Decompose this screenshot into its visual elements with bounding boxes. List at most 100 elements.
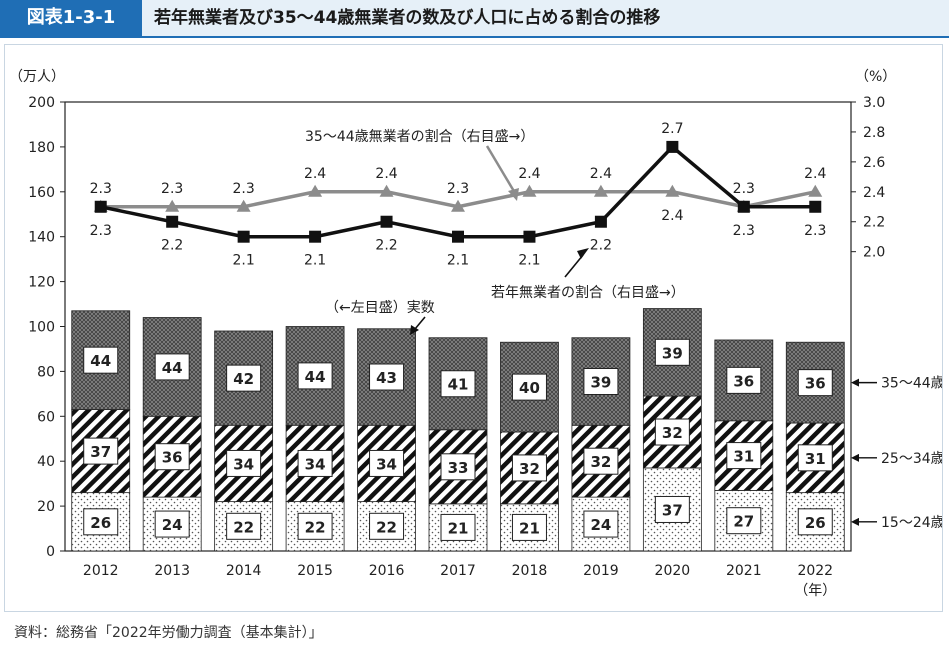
bar-value-label: 21 bbox=[448, 519, 469, 537]
bar-value-box bbox=[654, 338, 690, 366]
figure-header: 図表1-3-1 若年無業者及び35～44歳無業者の数及び人口に占める割合の推移 bbox=[0, 0, 949, 38]
left-axis-label: 120 bbox=[28, 275, 55, 291]
line-35-44-value-label: 2.4 bbox=[375, 166, 397, 182]
bar-value-box bbox=[797, 444, 833, 472]
line-youth-value-label: 2.1 bbox=[304, 253, 326, 269]
line-point-square bbox=[594, 215, 607, 228]
line-35-44-value-label: 2.4 bbox=[590, 166, 612, 182]
left-axis-label: 80 bbox=[37, 364, 55, 380]
bar-value-label: 31 bbox=[805, 450, 826, 468]
callout-leader-head bbox=[577, 248, 589, 259]
x-axis-unit: （年） bbox=[794, 583, 836, 599]
x-axis-label: 2015 bbox=[297, 563, 333, 579]
line-youth-value-label: 2.2 bbox=[161, 238, 183, 254]
line-point-triangle bbox=[165, 199, 180, 212]
left-axis-label: 160 bbox=[28, 185, 55, 201]
bar-value-box bbox=[511, 513, 547, 541]
bar-value-box bbox=[654, 418, 690, 446]
right-axis-label: 2.8 bbox=[863, 125, 885, 141]
left-axis-label: 100 bbox=[28, 320, 55, 336]
x-axis-label: 2016 bbox=[369, 563, 405, 579]
bar-value-box bbox=[226, 364, 262, 392]
bar-value-box bbox=[797, 508, 833, 536]
bar-value-label: 43 bbox=[376, 369, 397, 387]
right-axis-label: 3.0 bbox=[863, 95, 885, 111]
bar-value-box bbox=[726, 442, 762, 470]
x-axis-label: 2020 bbox=[655, 563, 691, 579]
bar-value-box bbox=[654, 495, 690, 523]
line-35-44-callout: 35～44歳無業者の割合（右目盛→） bbox=[305, 128, 534, 145]
line-35-44-value-label: 2.4 bbox=[304, 166, 326, 182]
line-youth-value-label: 2.7 bbox=[661, 121, 683, 137]
bar-value-label: 34 bbox=[233, 455, 254, 473]
line-youth-value-label: 2.1 bbox=[233, 253, 255, 269]
x-axis-label: 2019 bbox=[583, 563, 619, 579]
bar-value-label: 34 bbox=[376, 455, 397, 473]
bar-value-label: 40 bbox=[519, 379, 540, 397]
bar-value-box bbox=[226, 449, 262, 477]
callout-leader-35-44 bbox=[485, 145, 517, 194]
bar-value-box bbox=[369, 512, 405, 540]
line-point-square bbox=[166, 215, 179, 228]
bar-value-label: 36 bbox=[805, 375, 826, 393]
left-axis-label: 0 bbox=[46, 544, 55, 560]
bar-value-label: 44 bbox=[90, 352, 111, 370]
chart-svg: 0 20 40 60 80 100 120 140 160 180 200 （万人） 2.0 2.2 2.4… bbox=[9, 69, 942, 599]
bar-value-label: 37 bbox=[90, 443, 111, 461]
bar-value-label: 32 bbox=[519, 460, 540, 478]
bar-value-label: 44 bbox=[162, 359, 183, 377]
line-point-triangle bbox=[451, 199, 465, 212]
bar-annotation: （←左目盛）実数 bbox=[325, 300, 435, 316]
bar-value-box bbox=[154, 510, 190, 538]
bar-value-label: 32 bbox=[662, 424, 683, 442]
left-axis-label: 140 bbox=[28, 230, 55, 246]
bar-value-label: 24 bbox=[162, 516, 183, 534]
x-axis-label: 2012 bbox=[83, 563, 119, 579]
figure-title: 若年無業者及び35～44歳無業者の数及び人口に占める割合の推移 bbox=[154, 8, 661, 28]
right-axis-label: 2.2 bbox=[863, 215, 885, 231]
line-point-triangle bbox=[522, 184, 537, 197]
line-youth-callout: 若年無業者の割合（右目盛→） bbox=[491, 284, 685, 301]
bar-value-label: 22 bbox=[233, 518, 254, 536]
line-35-44-value-label: 2.4 bbox=[804, 166, 826, 182]
line-point-triangle bbox=[593, 184, 608, 197]
bar-value-box bbox=[154, 353, 190, 381]
line-point-square bbox=[666, 140, 679, 153]
x-axis-label: 2014 bbox=[226, 563, 262, 579]
line-youth-value-label: 2.2 bbox=[590, 238, 612, 254]
bar-value-label: 42 bbox=[233, 370, 254, 388]
right-axis-label: 2.0 bbox=[863, 245, 885, 261]
line-point-square bbox=[452, 230, 464, 243]
bar-value-box bbox=[440, 513, 476, 541]
bar-value-label: 26 bbox=[805, 514, 826, 532]
series-legend-label: 15～24歳 bbox=[881, 515, 942, 531]
bar-value-label: 36 bbox=[733, 372, 754, 390]
callout-leader-head bbox=[508, 188, 519, 201]
bar-value-box bbox=[369, 363, 405, 391]
bar-value-label: 32 bbox=[590, 453, 611, 471]
line-point-square bbox=[523, 230, 536, 243]
left-axis-label: 40 bbox=[37, 454, 55, 470]
bar-value-label: 22 bbox=[305, 518, 326, 536]
line-point-triangle bbox=[236, 199, 251, 212]
line-point-square bbox=[737, 200, 750, 213]
bar-value-box bbox=[511, 373, 547, 401]
series-legend-label: 25～34歳 bbox=[881, 451, 942, 467]
x-axis-label: 2021 bbox=[726, 563, 762, 579]
line-youth-value-label: 2.1 bbox=[518, 253, 540, 269]
callout-leader-youth bbox=[564, 254, 584, 278]
source-note: 資料：総務省「2022年労働力調査（基本集計）」 bbox=[14, 625, 323, 641]
left-axis-unit: （万人） bbox=[9, 69, 65, 85]
right-axis-label: 2.6 bbox=[863, 155, 885, 171]
line-35-44-value-label: 2.4 bbox=[661, 208, 683, 224]
line-35-44-value-label: 2.3 bbox=[90, 181, 112, 197]
line-point-square bbox=[380, 215, 393, 228]
bar-value-label: 44 bbox=[305, 368, 326, 386]
line-point-square bbox=[809, 200, 822, 213]
line-point-triangle bbox=[379, 184, 394, 197]
left-axis-label: 60 bbox=[37, 409, 55, 425]
chart-panel: 0 20 40 60 80 100 120 140 160 180 200 （万人） 2.0 2.2 2.4… bbox=[4, 44, 943, 612]
bar-value-label: 34 bbox=[305, 455, 326, 473]
bar-value-box bbox=[583, 447, 619, 475]
bar-value-box bbox=[83, 437, 119, 465]
